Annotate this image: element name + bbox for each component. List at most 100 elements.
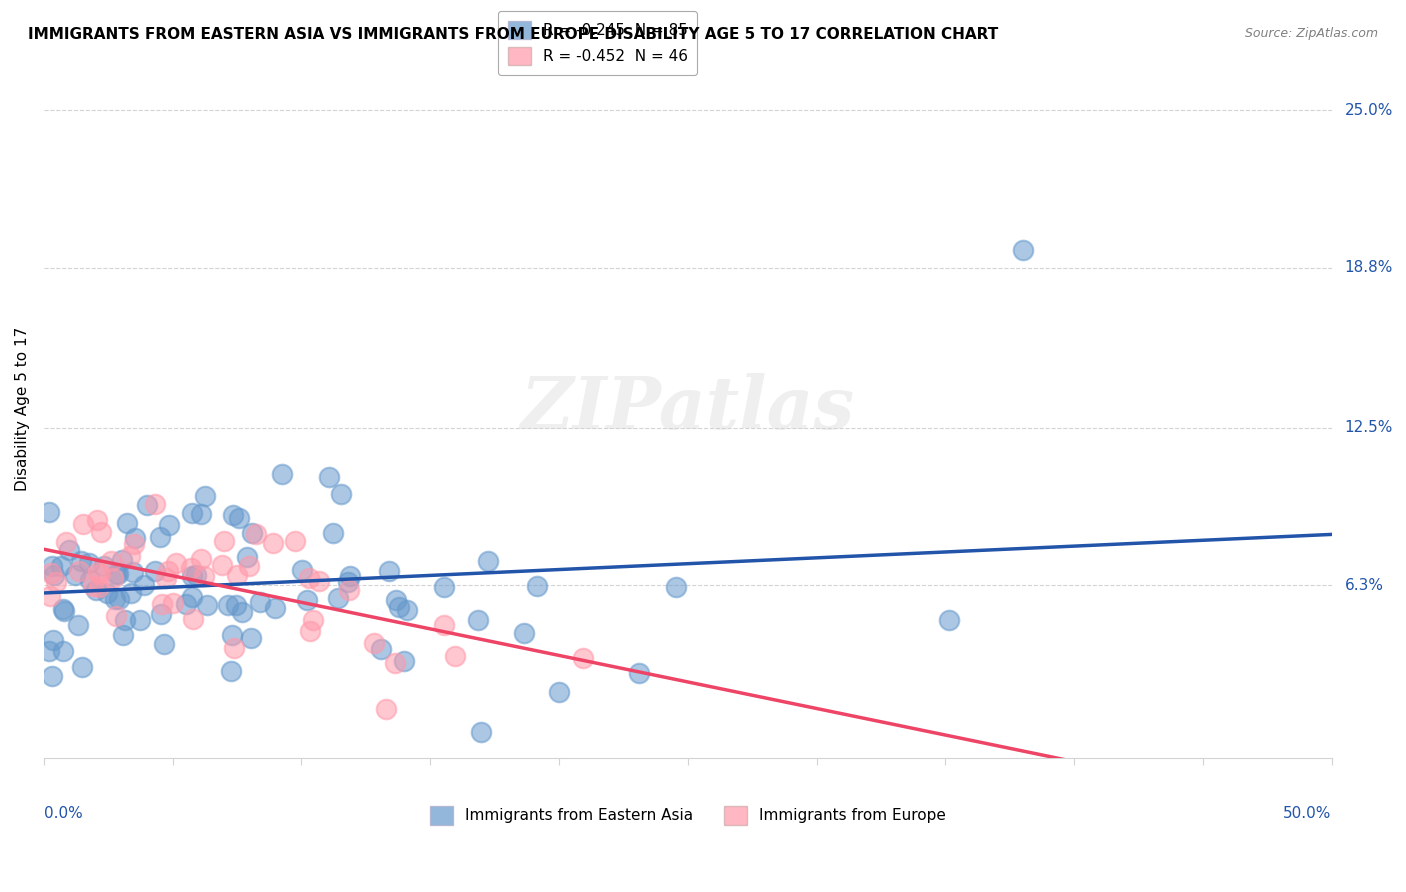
Point [101,571,124,585]
Point [318,470,340,484]
Point [513,626,536,640]
Point [66,617,89,632]
Point [162,596,184,610]
Point [104,591,127,606]
Point [375,702,398,716]
Point [363,636,385,650]
Y-axis label: Disability Age 5 to 17: Disability Age 5 to 17 [15,326,30,491]
Point [111,553,134,567]
Text: 18.8%: 18.8% [1344,260,1393,276]
Point [239,631,262,645]
Point [124,536,146,550]
Point [467,613,489,627]
Point [444,649,467,664]
Point [39,566,62,580]
Point [228,510,250,524]
Point [49,558,72,573]
Point [217,598,239,612]
Point [105,567,128,582]
Point [526,579,548,593]
Point [87,580,110,594]
Point [132,577,155,591]
Point [159,518,181,533]
Point [100,554,122,568]
Point [328,591,350,605]
Point [93,558,115,573]
Point [384,657,406,671]
Point [42,632,65,647]
Point [143,497,166,511]
Text: ZIPatlas: ZIPatlas [520,373,855,444]
Point [52,602,75,616]
Point [308,574,330,588]
Point [221,665,243,679]
Legend: Immigrants from Eastern Asia, Immigrants from Europe: Immigrants from Eastern Asia, Immigrants… [420,797,955,834]
Point [433,580,456,594]
Point [70,660,93,674]
Point [108,592,131,607]
Point [298,571,321,585]
Point [222,508,245,522]
Point [153,637,176,651]
Point [41,669,63,683]
Point [86,513,108,527]
Point [181,569,204,583]
Point [53,604,76,618]
Point [41,558,63,573]
Point [193,568,215,582]
Point [572,651,595,665]
Point [298,624,321,639]
Point [231,605,253,619]
Point [396,603,419,617]
Point [339,569,361,583]
Point [181,611,204,625]
Point [124,531,146,545]
Point [262,536,284,550]
Point [470,724,492,739]
Point [79,556,101,570]
Point [180,591,202,605]
Point [235,549,257,564]
Point [89,567,111,582]
Point [82,578,104,592]
Point [211,558,233,573]
Point [72,517,94,532]
Point [249,595,271,609]
Point [225,598,247,612]
Point [115,516,138,530]
Point [385,592,408,607]
Point [121,585,143,599]
Text: 6.3%: 6.3% [1344,577,1384,592]
Point [174,597,197,611]
Point [90,525,112,540]
Point [627,666,650,681]
Point [190,508,212,522]
Point [79,573,101,587]
Point [157,564,180,578]
Point [165,556,187,570]
Point [291,563,314,577]
Text: IMMIGRANTS FROM EASTERN ASIA VS IMMIGRANTS FROM EUROPE DISABILITY AGE 5 TO 17 CO: IMMIGRANTS FROM EASTERN ASIA VS IMMIGRAN… [28,27,998,42]
Text: 25.0%: 25.0% [1344,103,1393,118]
Point [118,549,141,563]
Point [264,600,287,615]
Point [190,552,212,566]
Point [271,467,294,482]
Point [67,565,90,579]
Point [42,568,65,582]
Point [194,489,217,503]
Text: 50.0%: 50.0% [1284,806,1331,822]
Point [65,568,87,582]
Point [336,574,359,589]
Point [122,565,145,579]
Point [180,561,202,575]
Point [378,564,401,578]
Point [86,583,108,598]
Point [107,566,129,581]
Point [387,600,409,615]
Point [39,589,62,603]
Point [1011,243,1033,257]
Point [302,613,325,627]
Point [195,598,218,612]
Point [45,575,67,590]
